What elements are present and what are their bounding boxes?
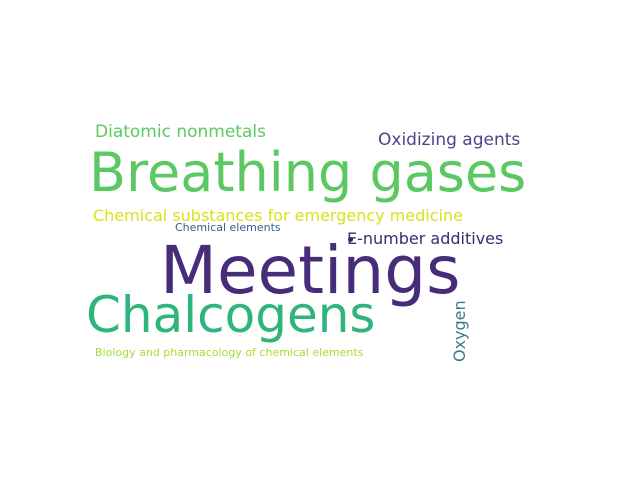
word-chemical-substances: Chemical substances for emergency medici… [93, 206, 463, 225]
word-meetings: Meetings [160, 232, 461, 309]
word-oxygen: Oxygen [450, 300, 469, 362]
word-chemical-elements: Chemical elements [175, 221, 281, 234]
word-biology-pharmacology: Biology and pharmacology of chemical ele… [95, 346, 364, 359]
word-diatomic-nonmetals: Diatomic nonmetals [95, 122, 266, 142]
word-oxidizing-agents: Oxidizing agents [378, 130, 521, 150]
word-chalcogens: Chalcogens [86, 286, 376, 344]
word-e-number-additives: E-number additives [347, 229, 504, 248]
dot-marker [348, 237, 353, 242]
word-breathing-gases: Breathing gases [89, 141, 527, 204]
